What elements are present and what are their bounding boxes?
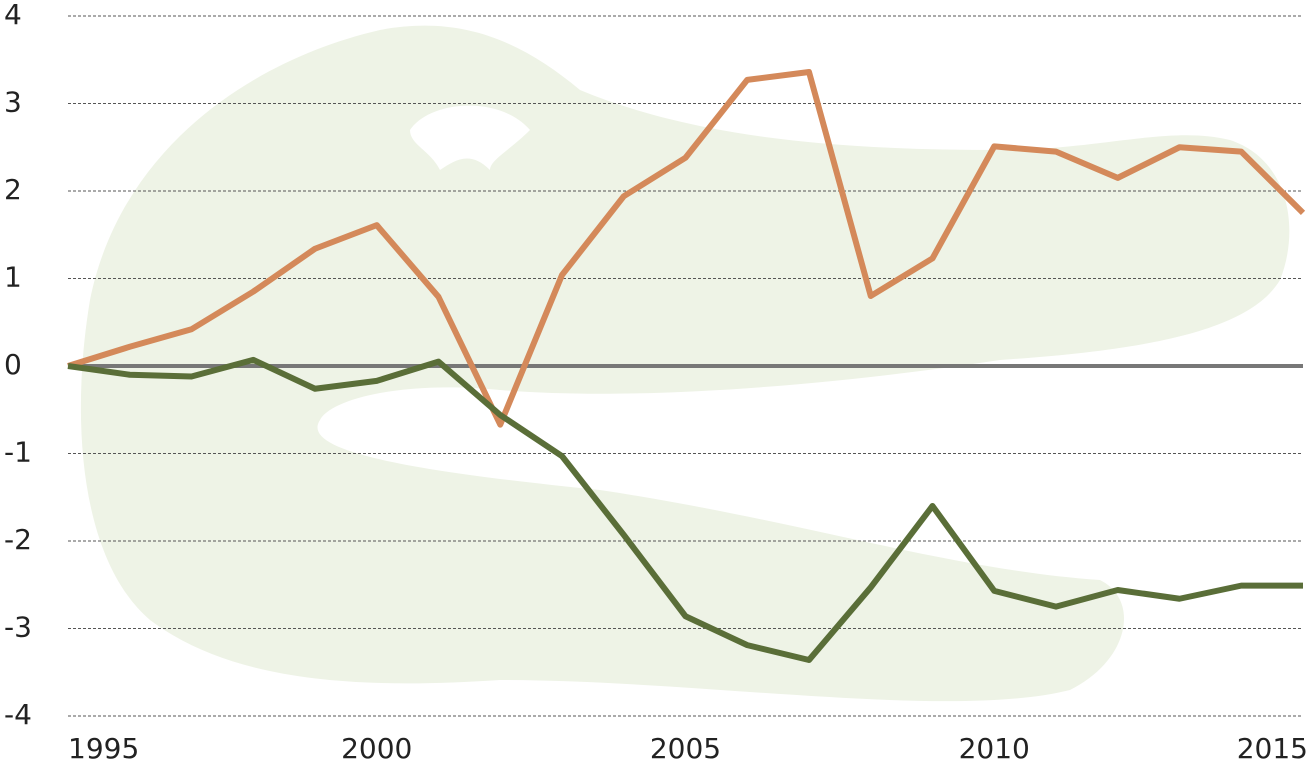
y-tick-label: 2 [4,173,22,206]
crocodile-illustration [80,25,1290,702]
x-tick-label: 2005 [650,732,721,765]
y-tick-label: -4 [4,698,32,731]
x-tick-label: 2010 [959,732,1030,765]
y-tick-label: -2 [4,523,32,556]
x-tick-label: 2015 [1237,732,1308,765]
y-tick-label: 3 [4,86,22,119]
series-line [67,356,1303,663]
series-line [67,69,1306,428]
y-tick-label: 0 [4,348,22,381]
y-tick-label: -3 [4,611,32,644]
y-tick-label: 1 [4,261,22,294]
x-tick-label: 2000 [341,732,412,765]
y-tick-label: -1 [4,436,32,469]
crocodile-eye [410,105,530,170]
x-tick-label: 1995 [68,732,139,765]
y-tick-label: 4 [4,0,22,31]
